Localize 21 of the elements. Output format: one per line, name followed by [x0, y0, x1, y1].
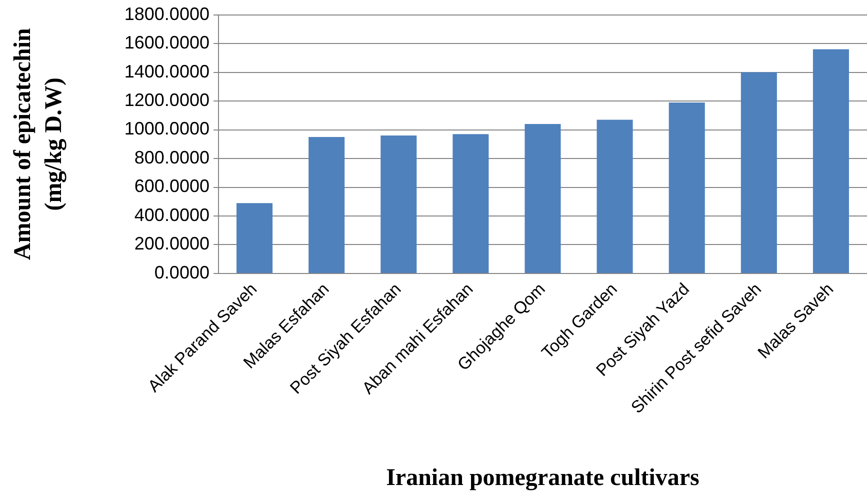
bar — [380, 136, 417, 273]
y-tick-label: 1400.0000 — [124, 61, 210, 82]
y-tick-label: 1200.0000 — [124, 90, 210, 110]
y-tick-label: 800.0000 — [134, 147, 210, 168]
x-axis-title: Iranian pomegranate cultivars — [386, 464, 700, 491]
y-tick-label: 400.0000 — [134, 204, 210, 225]
y-tick-label: 0.0000 — [154, 262, 210, 282]
y-tick-label: 600.0000 — [134, 176, 210, 196]
bar — [812, 49, 849, 273]
bar — [524, 124, 561, 273]
bar — [308, 136, 345, 273]
bar — [668, 102, 705, 273]
bar — [596, 120, 633, 273]
bar — [236, 203, 273, 273]
bar — [740, 72, 777, 273]
y-tick-label: 1600.0000 — [124, 32, 210, 53]
y-tick-label: 1000.0000 — [124, 118, 210, 139]
y-axis-title: Amount of epicatechin (mg/kg D.W) — [10, 28, 68, 260]
bar — [452, 134, 489, 273]
y-tick-label: 200.0000 — [134, 234, 210, 254]
y-tick-label: 1800.0000 — [124, 4, 210, 24]
